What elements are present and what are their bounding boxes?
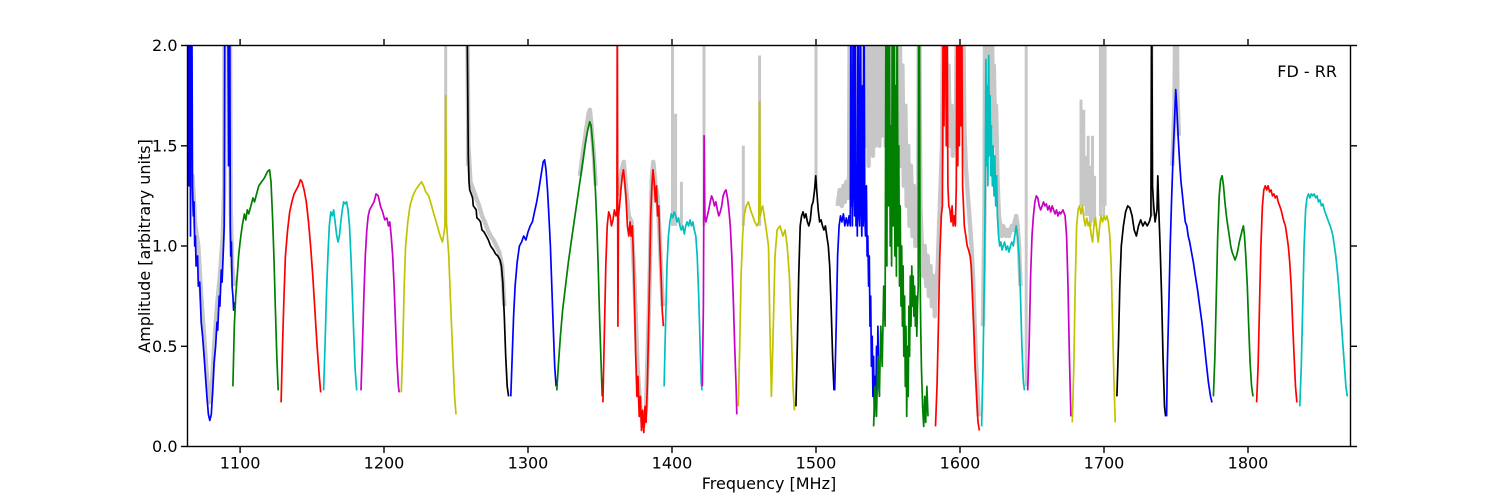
subband-curve-band-06 — [400, 94, 457, 415]
subband-curve-band-13 — [737, 100, 796, 411]
subband-curve-band-05 — [360, 193, 401, 393]
subband-curve-band-07 — [466, 45, 510, 397]
subband-curve-band-18 — [980, 54, 1026, 427]
x-tick-label: 1300 — [508, 454, 549, 473]
subband-layer — [187, 45, 1349, 434]
subband-curve-band-24 — [1255, 184, 1298, 403]
subband-curve-band-01 — [187, 45, 236, 422]
subband-curve-band-25 — [1298, 193, 1349, 407]
subband-curve-band-15 — [833, 45, 881, 418]
y-tick-label: 1.0 — [152, 237, 177, 256]
subband-curve-band-22 — [1165, 88, 1213, 417]
x-tick-label: 1600 — [940, 454, 981, 473]
subband-curve-band-12 — [701, 134, 738, 415]
plot-generated: 1100 1200 1300 1400 1500 1600 1700 1800 0.0 0.5 1.… — [152, 36, 1357, 473]
x-tick-label: 1100 — [220, 454, 261, 473]
y-tick-label: 1.5 — [152, 136, 177, 155]
subband-curve-band-21 — [1116, 45, 1167, 417]
raw-trace-segment — [187, 45, 237, 405]
subband-curve-band-17 — [934, 45, 981, 431]
y-axis-label: Amplitude [arbitrary units] — [135, 139, 154, 353]
y-tick-label: 2.0 — [152, 36, 177, 55]
raw-trace-segment — [835, 45, 981, 417]
subband-curve-band-19 — [1026, 195, 1072, 417]
subband-curve-band-03 — [280, 178, 322, 403]
subband-curve-band-09 — [555, 120, 604, 397]
raw-trace-segment — [465, 45, 507, 307]
subband-curve-band-16 — [872, 45, 929, 428]
subband-curve-band-02 — [232, 168, 280, 391]
subband-curve-band-11 — [663, 211, 703, 391]
y-tick-label: 0.0 — [152, 437, 177, 456]
subband-curve-band-08 — [509, 158, 557, 397]
subband-curve-band-10 — [602, 45, 665, 434]
subband-curve-band-23 — [1212, 174, 1254, 397]
y-tick-label: 0.5 — [152, 337, 177, 356]
tick-labels-layer: 1100 1200 1300 1400 1500 1600 1700 1800 0.0 0.5 1.… — [152, 36, 1268, 473]
x-tick-label: 1400 — [652, 454, 693, 473]
x-tick-label: 1700 — [1084, 454, 1125, 473]
x-tick-label: 1500 — [796, 454, 837, 473]
x-axis-label: Frequency [MHz] — [702, 474, 836, 493]
subband-curve-band-14 — [795, 174, 835, 407]
subband-curve-band-04 — [322, 201, 358, 391]
subband-curve-band-20 — [1071, 205, 1117, 423]
x-tick-label: 1200 — [364, 454, 405, 473]
x-tick-label: 1800 — [1228, 454, 1269, 473]
ticks-layer — [181, 39, 1357, 453]
corner-annotation: FD - RR — [1277, 62, 1337, 81]
